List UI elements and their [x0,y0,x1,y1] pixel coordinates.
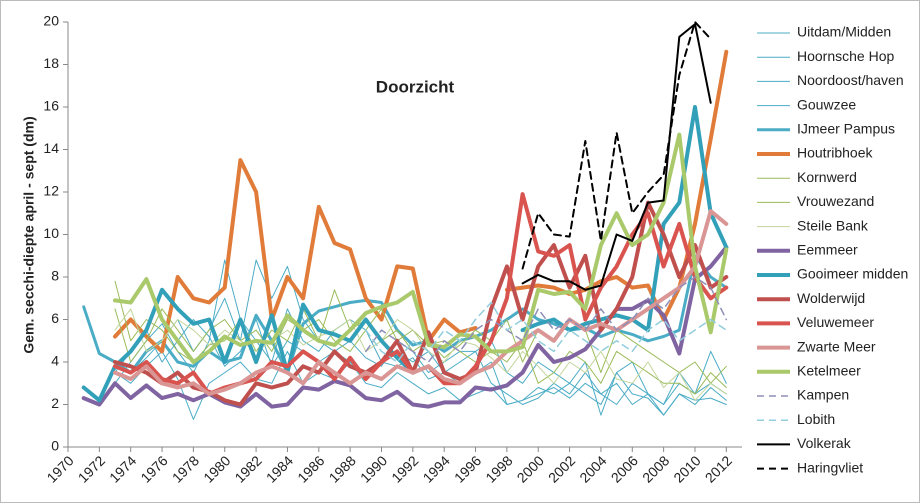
y-tick-label: 12 [43,183,59,199]
y-tick-label: 16 [43,98,59,114]
legend-label: Haringvliet [797,459,863,475]
y-axis-label: Gem. secchi-diepte april - sept (dm) [21,116,37,353]
series-line [114,259,727,416]
legend-label: Uitdam/Midden [797,24,891,40]
legend-label: Hoornsche Hop [797,48,894,64]
series-line [521,23,712,291]
series-line [82,254,728,375]
legend-label: Steile Bank [797,217,869,233]
series-line [81,105,729,403]
y-tick-label: 0 [51,438,59,454]
y-tick-label: 6 [51,310,59,326]
series-line [521,21,712,270]
series-line [114,308,727,395]
legend-label: Volkerak [797,435,852,451]
legend-label: Kampen [797,387,849,403]
series-line [365,276,728,363]
series-line [365,301,728,363]
y-tick-label: 20 [43,13,59,29]
legend-label: Gooimeer midden [797,266,908,282]
chart-title: Doorzicht [376,77,455,96]
series-line [114,350,727,420]
series-line [81,245,729,409]
y-tick-label: 8 [51,268,59,284]
y-tick-label: 10 [43,225,59,241]
series-line [113,200,729,407]
series-line [113,49,729,354]
legend-label: Houtribhoek [797,145,873,161]
legend-label: Gouwzee [797,96,856,112]
legend-label: Ketelmeer [797,363,861,379]
legend-label: Eemmeer [797,242,858,258]
legend-label: Lobith [797,411,835,427]
legend-label: Veluwemeer [797,314,874,330]
legend-label: Noordoost/haven [797,72,904,88]
legend-label: Zwarte Meer [797,338,876,354]
legend-label: IJmeer Pampus [797,121,895,137]
legend-label: Wolderwijd [797,290,865,306]
legend-label: Kornwerd [797,169,857,185]
y-tick-label: 18 [43,55,59,71]
legend-label: Vrouwezand [797,193,874,209]
y-tick-label: 2 [51,395,59,411]
y-tick-label: 4 [51,353,59,369]
series-line [113,132,729,364]
y-tick-label: 14 [43,140,59,156]
